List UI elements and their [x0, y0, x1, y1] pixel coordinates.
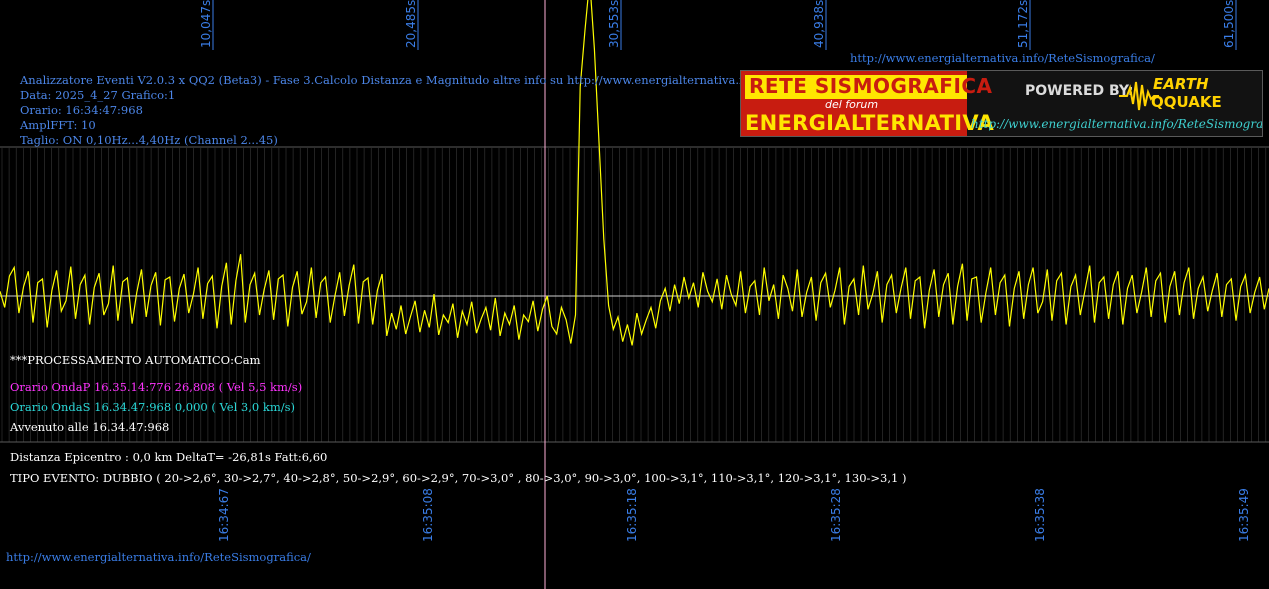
- banner-title: RETE SISMOGRAFICA: [749, 74, 993, 98]
- banner-brand-earth: EARTH: [1153, 75, 1209, 93]
- header-line-date: Data: 2025_4_27 Grafico:1: [20, 88, 176, 102]
- bottom-tick-label: 16:35:38: [1033, 488, 1047, 542]
- seismic-wave-icon: [1119, 81, 1159, 111]
- bottom-tick-label: 16:35:28: [829, 488, 843, 542]
- top-tick-label: 10,047s: [199, 0, 213, 48]
- banner-forum-name: ENERGIALTERNATIVA: [745, 111, 994, 135]
- top-tick-label: 51,172s: [1016, 0, 1030, 48]
- header-line-time: Orario: 16:34:47:968: [20, 103, 143, 117]
- bottom-tick-label: 16:35:18: [625, 488, 639, 542]
- header-line-title: Analizzatore Eventi V2.0.3 x QQ2 (Beta3)…: [20, 73, 821, 87]
- header-line-ampl: AmplFFT: 10: [20, 118, 96, 132]
- top-tick-label: 20,485s: [404, 0, 418, 48]
- banner-url: http://www.energialternativa.info/ReteSi…: [971, 117, 1263, 131]
- bottom-tick-label: 16:35:08: [421, 488, 435, 542]
- bottom-tick-label: 16:34:67: [217, 488, 231, 542]
- top-tick-label: 40,938s: [812, 0, 826, 48]
- top-tick-label: 30,553s: [607, 0, 621, 48]
- banner-powered-by: POWERED BY:: [1025, 83, 1134, 99]
- rete-sismografica-banner[interactable]: RETE SISMOGRAFICA del forum ENERGIALTERN…: [740, 70, 1263, 137]
- seismic-trace: [0, 0, 1269, 346]
- top-tick-label: 61,500s: [1222, 0, 1236, 48]
- banner-subtitle: del forum: [825, 98, 879, 111]
- onda-s-time: Orario OndaS 16.34.47:968 0,000 ( Vel 3,…: [10, 400, 296, 414]
- header-line-filter: Taglio: ON 0,10Hz...4,40Hz (Channel 2...…: [20, 133, 278, 147]
- banner-brand-qquake: QQUAKE: [1151, 93, 1222, 111]
- event-time: Avvenuto alle 16.34.47:968: [10, 420, 170, 434]
- bottom-tick-label: 16:35:49: [1237, 488, 1251, 542]
- event-type: TIPO EVENTO: DUBBIO ( 20->2,6°, 30->2,7°…: [10, 471, 907, 485]
- epicenter-distance: Distanza Epicentro : 0,0 km DeltaT= -26,…: [10, 450, 328, 464]
- banner-yellow-strip: [745, 75, 967, 99]
- top-url-link[interactable]: http://www.energialternativa.info/ReteSi…: [850, 51, 1155, 65]
- processing-auto-label: ***PROCESSAMENTO AUTOMATICO:Cam: [10, 353, 261, 367]
- bottom-url-link[interactable]: http://www.energialternativa.info/ReteSi…: [6, 550, 311, 564]
- onda-p-time: Orario OndaP 16.35.14:776 26,808 ( Vel 5…: [10, 380, 303, 394]
